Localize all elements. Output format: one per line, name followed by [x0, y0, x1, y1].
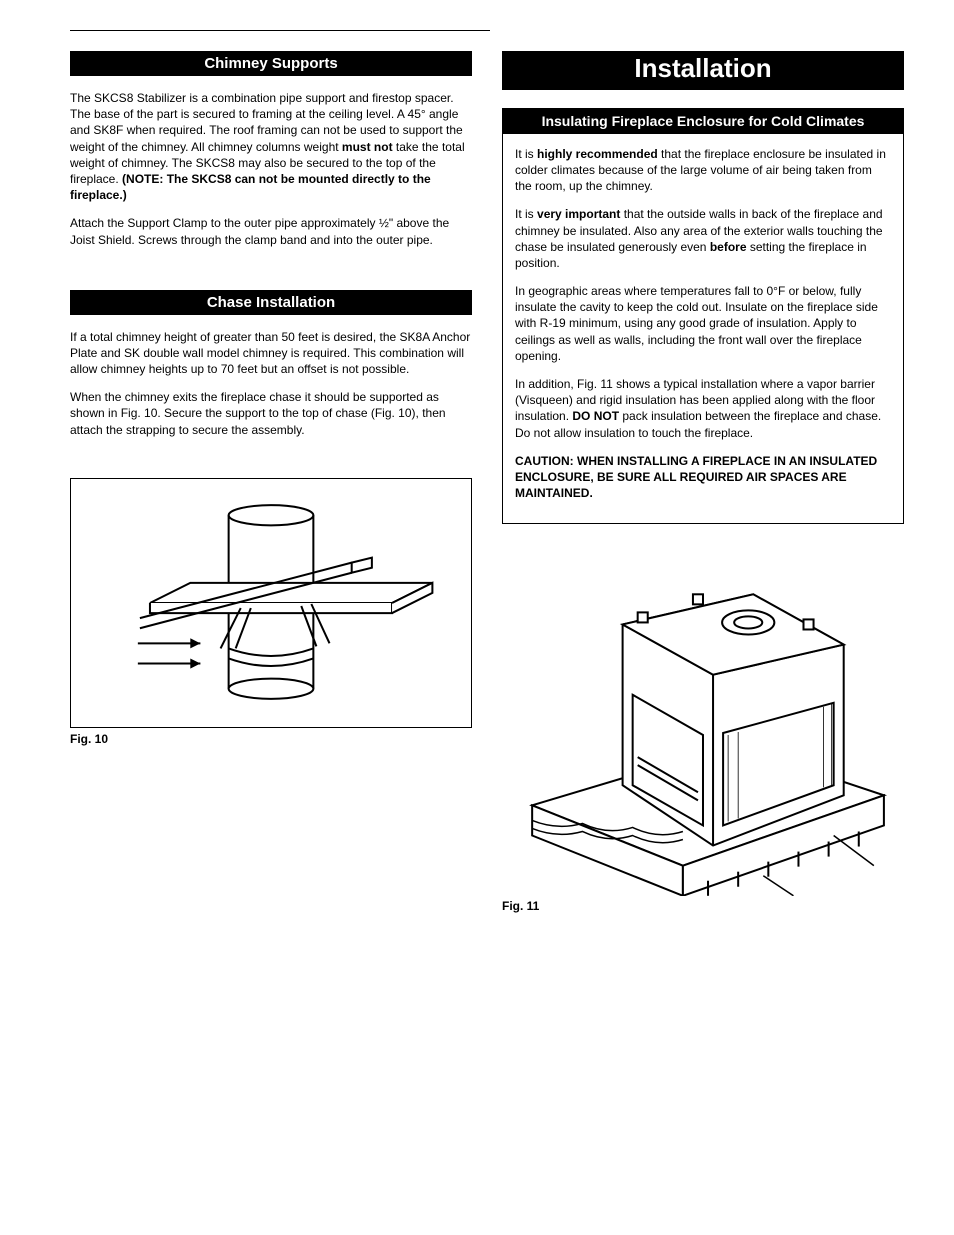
text-bold: DO NOT: [572, 409, 619, 423]
text-bold: highly recommended: [537, 147, 658, 161]
figure-11-svg: [502, 534, 904, 896]
figure-10-svg: [79, 487, 463, 719]
figure-10-frame: [70, 478, 472, 728]
text: It is: [515, 207, 537, 221]
fraction: ½: [379, 216, 389, 230]
text: It is: [515, 147, 537, 161]
chimney-supports-para1: The SKCS8 Stabilizer is a combination pi…: [70, 90, 472, 203]
text-bold: before: [710, 240, 747, 254]
figure-10-caption: Fig. 10: [70, 732, 472, 746]
chimney-supports-header: Chimney Supports: [70, 51, 472, 76]
figure-11-wrap: Fig. 11: [502, 534, 904, 913]
insulating-p1: It is highly recommended that the firepl…: [515, 146, 891, 195]
chimney-supports-para2: Attach the Support Clamp to the outer pi…: [70, 215, 472, 247]
chase-para1: If a total chimney height of greater tha…: [70, 329, 472, 378]
insulating-header-text: Insulating Fireplace Enclosure for Cold …: [542, 113, 865, 129]
right-column: Installation Insulating Fireplace Enclos…: [502, 51, 904, 913]
insulating-p3: In geographic areas where temperatures f…: [515, 283, 891, 364]
text-bold: very important: [537, 207, 620, 221]
chase-installation-header: Chase Installation: [70, 290, 472, 315]
figure-11-caption: Fig. 11: [502, 899, 904, 913]
text-bold: (NOTE: The SKCS8 can not be mounted dire…: [70, 172, 431, 202]
chase-para2: When the chimney exits the fireplace cha…: [70, 389, 472, 438]
text: Attach the Support Clamp to the outer pi…: [70, 216, 379, 230]
page-title: Installation: [502, 51, 904, 90]
caution-text: CAUTION: WHEN INSTALLING A FIREPLACE IN …: [515, 453, 891, 502]
insulating-p2: It is very important that the outside wa…: [515, 206, 891, 271]
text-bold: must not: [342, 140, 393, 154]
left-column: Chimney Supports The SKCS8 Stabilizer is…: [70, 51, 472, 913]
insulating-header: Insulating Fireplace Enclosure for Cold …: [503, 109, 903, 134]
header-rule: [70, 30, 490, 31]
insulating-box: Insulating Fireplace Enclosure for Cold …: [502, 108, 904, 524]
insulating-p4: In addition, Fig. 11 shows a typical ins…: [515, 376, 891, 441]
